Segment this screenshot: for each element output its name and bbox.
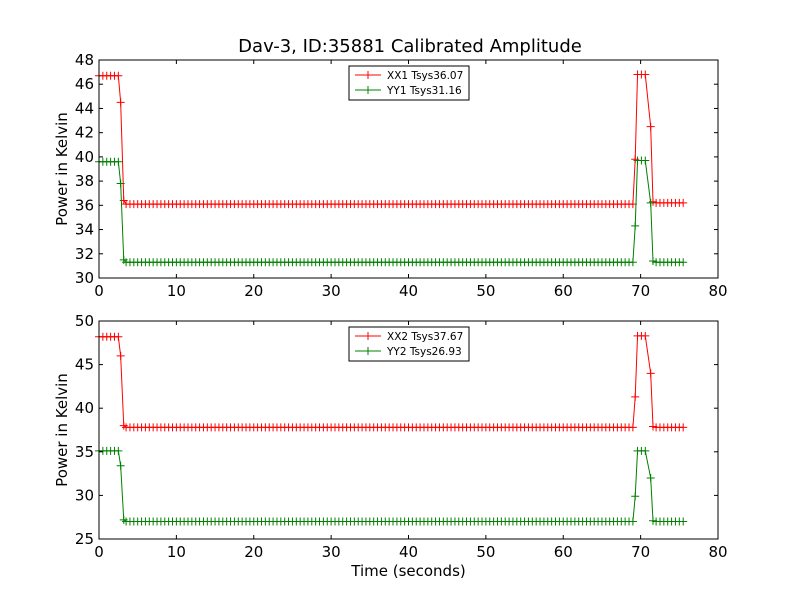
x-tick-label: 10	[167, 543, 186, 561]
x-tick-label: 60	[554, 543, 573, 561]
x-tick-label: 40	[399, 282, 418, 300]
data-point-marker	[114, 446, 123, 455]
data-point-marker	[679, 517, 688, 526]
y-tick-label: 38	[75, 172, 94, 190]
data-point-marker	[114, 157, 123, 166]
data-point-marker	[631, 492, 640, 501]
x-tick-label: 30	[322, 282, 341, 300]
x-tick-label: 20	[244, 282, 263, 300]
top-plot: 0 10 20 30 40 50 60 70 80 30 32 34 36 38 40 42 44 46 48 Pow…	[53, 51, 728, 300]
legend: XX1 Tsys36.07 YY1 Tsys31.16	[348, 65, 470, 101]
y-tick-label: 30	[75, 269, 94, 287]
data-point-marker	[641, 156, 650, 165]
legend-label-1: XX1 Tsys36.07	[387, 70, 463, 82]
y-tick-label: 46	[75, 75, 94, 93]
y-tick-label: 36	[75, 196, 94, 214]
y-tick-label: 32	[75, 245, 94, 263]
data-point-marker	[641, 446, 650, 455]
x-tick-label: 0	[94, 543, 104, 561]
x-tick-label: 50	[476, 543, 495, 561]
series-markers-2	[95, 156, 688, 267]
x-tick-label: 10	[167, 282, 186, 300]
legend-label-2: YY1 Tsys31.16	[386, 85, 462, 97]
series-markers-2	[95, 446, 688, 526]
x-tick-label: 50	[476, 282, 495, 300]
x-tick-label: 40	[399, 543, 418, 561]
data-point-marker	[116, 461, 125, 470]
x-tick-label: 70	[631, 543, 650, 561]
legend-marker-1	[364, 71, 372, 79]
y-tick-label: 40	[75, 148, 94, 166]
x-tick-label: 20	[244, 543, 263, 561]
data-point-marker	[646, 369, 655, 378]
legend: XX2 Tsys37.67 YY2 Tsys26.93	[348, 326, 470, 362]
x-tick-label: 80	[708, 543, 727, 561]
data-point-marker	[114, 71, 123, 80]
data-point-marker	[116, 179, 125, 188]
y-tick-label: 50	[75, 312, 94, 330]
data-point-marker	[679, 198, 688, 207]
y-tick-label: 34	[75, 221, 94, 239]
data-point-marker	[114, 332, 123, 341]
data-point-marker	[646, 122, 655, 131]
data-point-marker	[631, 392, 640, 401]
data-point-marker	[628, 258, 637, 267]
y-tick-label: 30	[75, 486, 94, 504]
y-tick-label: 44	[75, 99, 94, 117]
y-tick-label: 40	[75, 399, 94, 417]
data-point-marker	[641, 331, 650, 340]
legend-marker-2	[364, 347, 372, 355]
data-point-marker	[646, 473, 655, 482]
x-tick-label: 0	[94, 282, 104, 300]
legend-label-1: XX2 Tsys37.67	[387, 331, 463, 343]
y-axis-label: Power in Kelvin	[53, 373, 71, 487]
data-point-marker	[628, 517, 637, 526]
series-markers-1	[95, 70, 688, 209]
y-tick-label: 25	[75, 530, 94, 548]
legend-marker-1	[364, 332, 372, 340]
y-tick-label: 42	[75, 124, 94, 142]
bottom-plot: 0 10 20 30 40 50 60 70 80 25 30 35 40 45 50 Power in Ke…	[53, 312, 728, 580]
legend-box	[348, 65, 470, 101]
y-tick-label: 48	[75, 51, 94, 69]
chart-title: Dav-3, ID:35881 Calibrated Amplitude	[238, 36, 582, 57]
legend-box	[348, 326, 470, 362]
y-tick-label: 45	[75, 356, 94, 374]
legend-marker-2	[364, 86, 372, 94]
data-point-marker	[641, 70, 650, 79]
data-point-marker	[116, 351, 125, 360]
x-tick-label: 60	[554, 282, 573, 300]
legend-label-2: YY2 Tsys26.93	[386, 346, 462, 358]
series-markers-1	[95, 331, 688, 432]
y-axis-label: Power in Kelvin	[53, 112, 71, 226]
x-axis-label: Time (seconds)	[350, 562, 466, 580]
data-point-marker	[646, 198, 655, 207]
data-point-marker	[631, 221, 640, 230]
data-point-marker	[679, 258, 688, 267]
data-point-marker	[628, 423, 637, 432]
x-tick-label: 70	[631, 282, 650, 300]
data-point-marker	[116, 98, 125, 107]
y-tick-label: 35	[75, 443, 94, 461]
data-point-marker	[679, 423, 688, 432]
x-tick-label: 80	[708, 282, 727, 300]
x-tick-label: 30	[322, 543, 341, 561]
